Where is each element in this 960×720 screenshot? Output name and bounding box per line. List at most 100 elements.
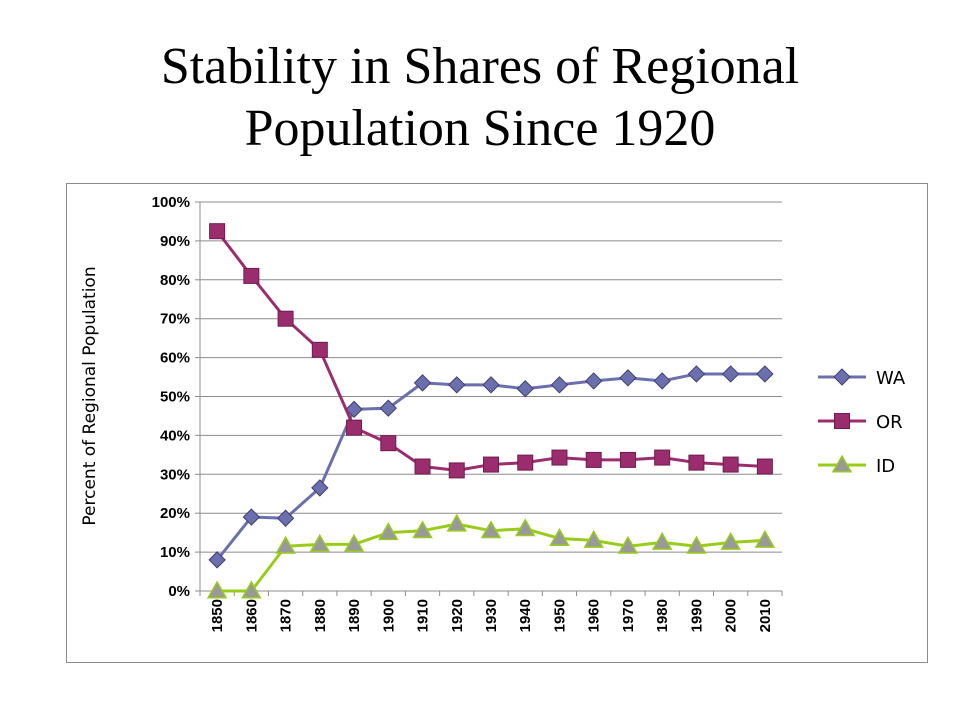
title-line-1: Stability in Shares of Regional (160, 38, 800, 95)
x-tick-label: 1980 (654, 599, 671, 632)
data-point-marker (549, 527, 570, 546)
x-tick-label: 1950 (551, 599, 568, 632)
data-point-marker (756, 458, 773, 475)
x-tick-label: 1870 (278, 599, 295, 632)
y-tick-label: 0% (168, 583, 190, 600)
data-point-marker (619, 451, 636, 468)
data-point-marker (585, 451, 602, 468)
y-tick-label: 80% (160, 272, 190, 289)
series-id (206, 513, 776, 599)
data-point-marker (412, 520, 433, 539)
x-tick-label: 2010 (757, 599, 774, 632)
data-point-marker (687, 365, 706, 383)
data-point-marker (206, 580, 228, 599)
data-point-marker (480, 520, 502, 539)
y-tick-label: 70% (160, 311, 190, 328)
x-tick-label: 1880 (312, 599, 329, 632)
data-point-marker (653, 372, 671, 390)
series-wa (208, 365, 774, 569)
legend: WA OR ID (818, 368, 906, 477)
data-point-marker (346, 419, 363, 436)
x-tick-label: 1990 (688, 599, 705, 632)
data-point-marker (482, 376, 500, 394)
data-point-marker (275, 535, 296, 554)
data-point-marker (834, 413, 850, 429)
legend-item-wa: WA (818, 368, 906, 389)
data-point-marker (654, 449, 671, 466)
data-point-marker (243, 267, 260, 284)
y-tick-label: 60% (160, 350, 190, 367)
data-point-marker (446, 513, 468, 532)
x-tick-label: 2000 (723, 599, 740, 632)
x-tick-label: 1940 (517, 599, 534, 632)
y-tick-label: 20% (160, 505, 190, 522)
data-point-marker (550, 376, 569, 394)
data-point-marker (311, 341, 328, 358)
data-point-marker (448, 462, 465, 479)
data-point-marker (345, 400, 363, 419)
data-point-marker (378, 522, 399, 541)
data-point-marker (722, 456, 739, 473)
data-point-marker (209, 223, 226, 240)
y-tick-label: 100% (152, 194, 190, 211)
series-line (215, 230, 765, 472)
x-tick-label: 1900 (380, 599, 397, 632)
data-point-marker (242, 508, 261, 526)
axes (195, 201, 783, 596)
data-point-marker (241, 580, 262, 599)
legend-item-or: OR (818, 412, 903, 433)
data-point-marker (583, 529, 604, 548)
data-point-marker (380, 435, 397, 452)
x-tick-label: 1930 (483, 599, 500, 632)
series-group (206, 223, 776, 599)
data-point-marker (651, 531, 673, 550)
legend-label: WA (876, 368, 906, 389)
data-point-marker (584, 372, 603, 390)
data-point-marker (483, 456, 499, 473)
data-point-marker (414, 458, 431, 475)
data-point-marker (551, 449, 568, 466)
x-tick-label: 1860 (243, 599, 260, 632)
data-point-marker (277, 310, 294, 327)
legend-item-id: ID (818, 454, 895, 477)
data-point-marker (833, 368, 851, 386)
data-point-marker (754, 529, 776, 548)
data-point-marker (208, 551, 226, 569)
data-point-marker (448, 376, 466, 394)
data-point-marker (619, 369, 637, 387)
y-tick-label: 30% (160, 466, 190, 483)
x-tick-label: 1970 (620, 599, 637, 632)
x-tick-label: 1960 (586, 599, 603, 632)
data-point-marker (379, 399, 398, 417)
x-tick-labels: 1850 1860 1870 1880 1890 1900 1910 1920 1930 1940… (209, 599, 774, 632)
data-point-marker (686, 535, 707, 554)
title-line-2: Population Since 1920 (244, 100, 716, 157)
y-tick-label: 90% (160, 233, 190, 250)
data-point-marker (617, 535, 639, 554)
x-tick-label: 1890 (346, 599, 363, 632)
data-point-marker (276, 509, 295, 527)
x-tick-label: 1920 (449, 599, 466, 632)
y-tick-label: 10% (160, 544, 190, 561)
data-point-marker (756, 365, 774, 383)
series-or (209, 223, 773, 479)
data-point-marker (413, 374, 432, 392)
chart-frame (66, 183, 928, 663)
x-tick-label: 1910 (415, 599, 432, 632)
data-point-marker (721, 365, 740, 383)
data-point-marker (688, 454, 705, 471)
legend-label: ID (876, 456, 895, 477)
data-point-marker (720, 531, 741, 550)
data-point-marker (514, 518, 536, 537)
data-point-marker (311, 479, 329, 497)
data-point-marker (309, 533, 331, 552)
gridlines (200, 201, 782, 553)
y-axis-title: Percent of Regional Population (80, 266, 100, 525)
y-tick-label: 40% (160, 427, 190, 444)
y-tick-labels: 0% 10% 20% 30% 40% 50% 60% 70% 80% 90% 100% (152, 194, 190, 600)
y-tick-label: 50% (160, 389, 190, 406)
data-point-marker (831, 454, 853, 473)
data-point-marker (517, 454, 534, 471)
x-tick-label: 1850 (209, 599, 226, 632)
